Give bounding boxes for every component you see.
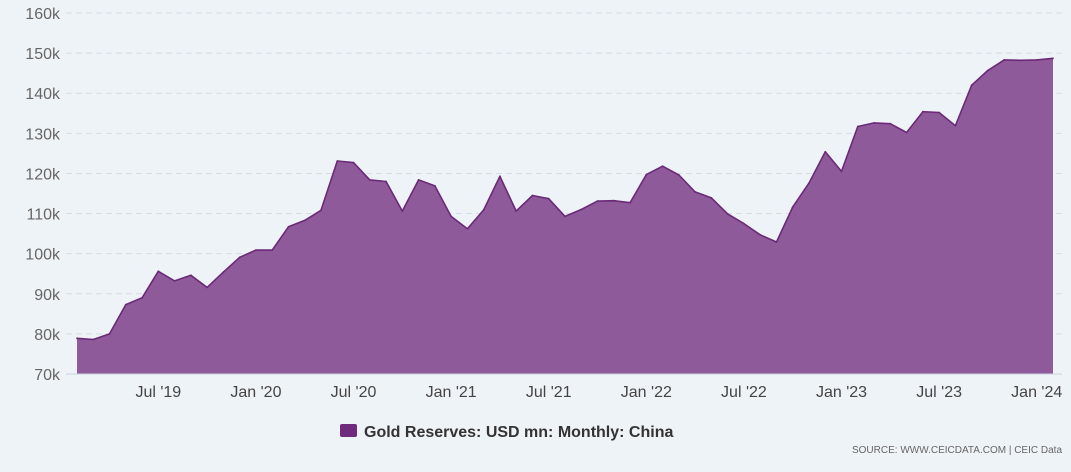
data-point — [206, 286, 209, 289]
y-tick-label: 110k — [26, 207, 61, 224]
data-point — [531, 194, 534, 197]
y-tick-label: 160k — [25, 6, 61, 23]
x-tick-label: Jul '23 — [916, 384, 962, 401]
data-point — [482, 209, 485, 211]
data-point — [840, 170, 843, 173]
data-point — [612, 199, 615, 202]
x-tick-label: Jan '22 — [621, 384, 672, 401]
data-point — [124, 303, 127, 306]
data-point — [173, 280, 176, 282]
x-tick-label: Jan '24 — [1011, 384, 1062, 401]
data-point — [629, 201, 631, 204]
x-axis: Jul '19 Jan '20 Jul '20 Jan '21 Jul '21 Jan '… — [135, 384, 1062, 401]
data-point — [661, 165, 664, 168]
data-point — [824, 150, 827, 153]
y-tick-label: 80k — [34, 327, 61, 344]
data-point — [873, 122, 875, 124]
data-point — [775, 241, 778, 243]
data-point — [499, 175, 501, 178]
data-point — [157, 270, 160, 273]
data-point — [580, 208, 583, 211]
data-point — [385, 180, 387, 183]
data-point — [320, 209, 322, 212]
data-point — [190, 274, 192, 277]
legend-label[interactable]: Gold Reserves: USD mn: Monthly: China — [364, 424, 673, 441]
x-tick-label: Jul '20 — [331, 384, 377, 401]
y-tick-label: 140k — [25, 86, 61, 103]
data-point — [547, 197, 550, 200]
y-tick-label: 150k — [25, 46, 61, 63]
data-point — [434, 185, 436, 187]
data-point — [759, 233, 762, 236]
data-point — [564, 215, 566, 218]
data-point — [303, 219, 306, 222]
data-point — [889, 122, 892, 125]
data-point — [954, 124, 957, 127]
data-point — [352, 161, 355, 164]
data-point — [141, 296, 144, 299]
data-point — [808, 182, 810, 185]
area-layer — [76, 57, 1054, 375]
data-point — [76, 337, 78, 340]
data-point — [678, 174, 680, 176]
data-point — [905, 131, 908, 134]
x-tick-label: Jul '21 — [526, 384, 572, 401]
data-point — [970, 84, 973, 87]
series-area-fill — [77, 58, 1053, 375]
data-point — [222, 271, 225, 273]
data-point — [743, 222, 745, 225]
data-point — [710, 197, 713, 199]
data-point — [726, 213, 729, 215]
data-point — [1003, 59, 1006, 61]
data-point — [596, 200, 599, 203]
data-point — [922, 110, 924, 113]
y-tick-label: 130k — [25, 126, 61, 143]
legend-swatch[interactable] — [340, 424, 357, 437]
data-point — [450, 215, 452, 218]
data-point — [287, 225, 290, 228]
data-point — [417, 179, 420, 181]
data-point — [255, 249, 257, 252]
legend[interactable]: Gold Reserves: USD mn: Monthly: China — [340, 424, 673, 441]
data-point — [401, 210, 404, 213]
data-point — [108, 333, 111, 335]
x-tick-label: Jul '19 — [135, 384, 181, 401]
x-tick-label: Jan '20 — [230, 384, 281, 401]
data-point — [645, 173, 648, 176]
source-credit: SOURCE: WWW.CEICDATA.COM | CEIC Data — [852, 445, 1062, 456]
data-point — [336, 160, 339, 162]
y-tick-label: 100k — [25, 247, 61, 264]
data-point — [1035, 59, 1038, 61]
x-tick-label: Jan '23 — [816, 384, 867, 401]
data-point — [694, 191, 696, 193]
data-point — [856, 125, 859, 128]
data-point — [791, 206, 794, 209]
data-point — [1019, 59, 1022, 62]
y-tick-label: 120k — [25, 166, 61, 183]
data-point — [987, 69, 989, 72]
y-tick-label: 70k — [34, 367, 61, 384]
data-point — [515, 210, 518, 213]
x-tick-label: Jul '22 — [721, 384, 767, 401]
data-point — [238, 256, 241, 259]
x-tick-label: Jan '21 — [426, 384, 477, 401]
data-point — [1052, 57, 1054, 60]
data-point — [271, 249, 274, 252]
data-point — [368, 179, 371, 181]
data-point — [466, 227, 469, 230]
data-point — [92, 338, 95, 341]
y-axis: 70k 80k 90k 100k 110k 120k 130k 140k 150k 160k — [25, 6, 1062, 384]
y-tick-label: 90k — [34, 287, 61, 304]
data-point — [938, 111, 940, 114]
